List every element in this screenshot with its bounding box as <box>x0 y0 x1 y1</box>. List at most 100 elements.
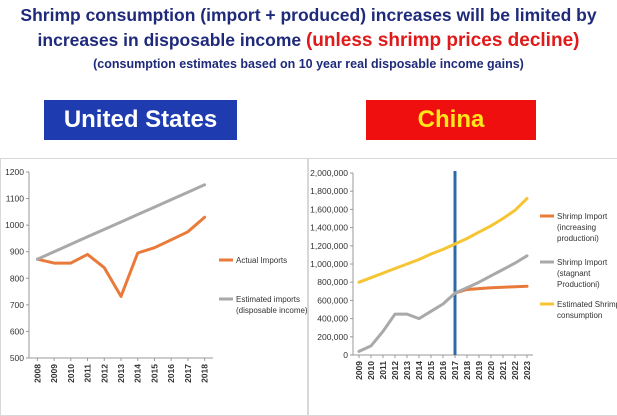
y-tick-label: 200,000 <box>317 332 348 342</box>
data-point-shrimp-import-stagnant-production <box>525 254 529 258</box>
x-tick-label: 2016 <box>438 361 448 380</box>
legend-label-estimated-imports-disposable-income: (disposable income) <box>236 306 307 315</box>
data-point-actual-imports <box>103 266 106 269</box>
data-point-estimated-shrimp-consumption <box>429 252 433 256</box>
x-tick-label: 2008 <box>32 364 42 383</box>
y-tick-label: 1,200,000 <box>310 241 348 251</box>
y-tick-label: 1000 <box>5 220 24 230</box>
x-tick-label: 2019 <box>474 361 484 380</box>
data-point-estimated-shrimp-consumption <box>453 242 457 246</box>
headline-line-1: Shrimp consumption (import + produced) i… <box>20 5 597 25</box>
data-point-estimated-imports-disposable-income <box>86 235 89 239</box>
legend-label-estimated-shrimp-consumption: Estimated Shrimp <box>557 300 617 309</box>
data-point-estimated-imports-disposable-income <box>36 257 39 261</box>
data-point-estimated-shrimp-consumption <box>513 209 517 212</box>
data-point-shrimp-import-stagnant-production <box>453 291 457 295</box>
data-point-estimated-shrimp-consumption <box>393 267 397 270</box>
data-point-estimated-imports-disposable-income <box>203 183 206 186</box>
x-tick-label: 2014 <box>133 364 143 383</box>
y-tick-label: 700 <box>10 300 24 310</box>
y-tick-label: 400,000 <box>317 314 348 324</box>
legend-label-shrimp-import-increasing-production: (increasing <box>557 223 596 232</box>
x-tick-label: 2015 <box>149 364 159 383</box>
x-tick-label: 2010 <box>66 364 76 383</box>
legend-label-estimated-shrimp-consumption: consumption <box>557 311 602 320</box>
x-tick-label: 2015 <box>426 361 436 380</box>
data-point-actual-imports <box>86 253 89 256</box>
headline-subtitle: (consumption estimates based on 10 year … <box>93 57 524 71</box>
headline-line-2: increases in disposable income (unless s… <box>0 30 617 52</box>
data-point-shrimp-import-stagnant-production <box>477 281 481 284</box>
y-tick-label: 500 <box>10 353 24 363</box>
y-tick-label: 900 <box>10 247 24 257</box>
data-point-shrimp-import-increasing-production <box>525 285 529 288</box>
data-point-estimated-shrimp-consumption <box>381 271 385 275</box>
data-point-shrimp-import-increasing-production <box>477 287 481 290</box>
legend-label-shrimp-import-increasing-production: productioni) <box>557 234 599 243</box>
x-tick-label: 2011 <box>378 361 388 380</box>
headline-highlight: (unless shrimp prices decline) <box>305 30 580 51</box>
data-point-actual-imports <box>186 230 190 233</box>
data-point-estimated-imports-disposable-income <box>169 198 173 201</box>
data-point-shrimp-import-stagnant-production <box>405 312 409 316</box>
headline-line-2-prefix: increases in disposable income <box>37 30 302 50</box>
data-point-shrimp-import-stagnant-production <box>369 344 373 348</box>
x-tick-label: 2014 <box>414 361 424 380</box>
data-point-estimated-shrimp-consumption <box>369 276 373 279</box>
data-point-shrimp-import-stagnant-production <box>357 350 361 353</box>
data-point-estimated-shrimp-consumption <box>501 217 505 220</box>
data-point-estimated-shrimp-consumption <box>405 262 409 266</box>
data-point-actual-imports <box>136 251 139 255</box>
data-point-estimated-imports-disposable-income <box>119 220 123 224</box>
x-tick-label: 2016 <box>166 364 176 383</box>
y-tick-label: 800 <box>10 273 24 283</box>
x-tick-label: 2013 <box>116 364 126 383</box>
x-tick-label: 2021 <box>498 361 508 380</box>
legend-label-shrimp-import-stagnant-production: (stagnant <box>557 269 591 278</box>
x-tick-label: 2009 <box>49 364 59 383</box>
y-tick-label: 1,400,000 <box>310 223 348 233</box>
legend-label-estimated-imports-disposable-income: Estimated imports <box>236 295 300 304</box>
data-point-estimated-imports-disposable-income <box>52 250 56 253</box>
legend-label-shrimp-import-increasing-production: Shrimp Import <box>557 212 608 221</box>
x-tick-label: 2017 <box>450 361 460 380</box>
x-tick-label: 2012 <box>390 361 400 380</box>
x-tick-label: 2022 <box>510 361 520 380</box>
legend-label-actual-imports: Actual Imports <box>236 256 287 265</box>
data-point-estimated-shrimp-consumption <box>441 248 445 251</box>
data-point-shrimp-import-stagnant-production <box>429 310 433 313</box>
data-point-shrimp-import-increasing-production <box>489 286 493 289</box>
data-point-shrimp-import-increasing-production <box>513 285 517 288</box>
us-chart-panel: 500 600 700 800 900 1000 1100 1200 2008 2009 2010 2… <box>0 158 308 416</box>
x-tick-label: 2018 <box>200 364 210 383</box>
x-tick-label: 2011 <box>83 364 93 383</box>
data-point-estimated-shrimp-consumption <box>477 230 481 234</box>
x-tick-label: 2020 <box>486 361 496 380</box>
x-tick-label: 2010 <box>366 361 376 380</box>
y-tick-label: 1100 <box>6 194 25 204</box>
legend-label-shrimp-import-stagnant-production: Productioni) <box>557 280 600 289</box>
data-point-estimated-imports-disposable-income <box>69 243 73 246</box>
x-tick-label: 2023 <box>522 361 532 380</box>
y-tick-label: 1,000,000 <box>310 259 348 269</box>
y-tick-label: 1,600,000 <box>310 204 348 214</box>
data-point-estimated-imports-disposable-income <box>103 228 106 231</box>
data-point-actual-imports <box>153 246 156 249</box>
data-point-shrimp-import-stagnant-production <box>441 302 445 306</box>
data-point-actual-imports <box>203 215 206 219</box>
data-point-actual-imports <box>119 295 123 298</box>
y-tick-label: 600,000 <box>317 295 348 305</box>
x-tick-label: 2018 <box>462 361 472 380</box>
y-tick-label: 1200 <box>5 167 24 177</box>
data-point-actual-imports <box>69 261 73 265</box>
x-tick-label: 2013 <box>402 361 412 380</box>
china-banner: China <box>366 100 536 140</box>
y-tick-label: 2,000,000 <box>310 168 348 178</box>
data-point-shrimp-import-stagnant-production <box>393 312 397 316</box>
data-point-shrimp-import-stagnant-production <box>381 330 385 333</box>
data-point-estimated-shrimp-consumption <box>525 197 529 200</box>
y-tick-label: 0 <box>343 350 348 360</box>
series-line-actual-imports <box>35 215 207 298</box>
data-point-shrimp-import-increasing-production <box>501 286 505 289</box>
data-point-estimated-shrimp-consumption <box>489 224 493 227</box>
